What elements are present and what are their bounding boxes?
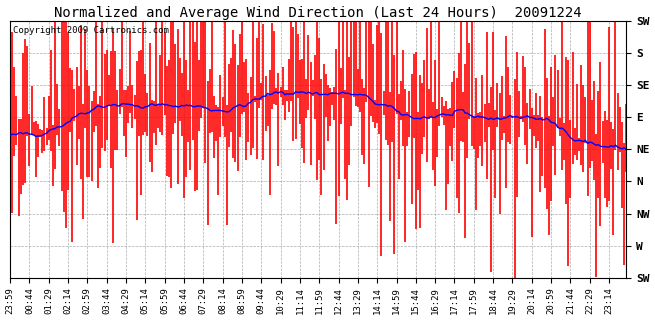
- Title: Normalized and Average Wind Direction (Last 24 Hours)  20091224: Normalized and Average Wind Direction (L…: [54, 5, 582, 20]
- Text: Copyright 2009 Cartronics.com: Copyright 2009 Cartronics.com: [13, 26, 169, 35]
